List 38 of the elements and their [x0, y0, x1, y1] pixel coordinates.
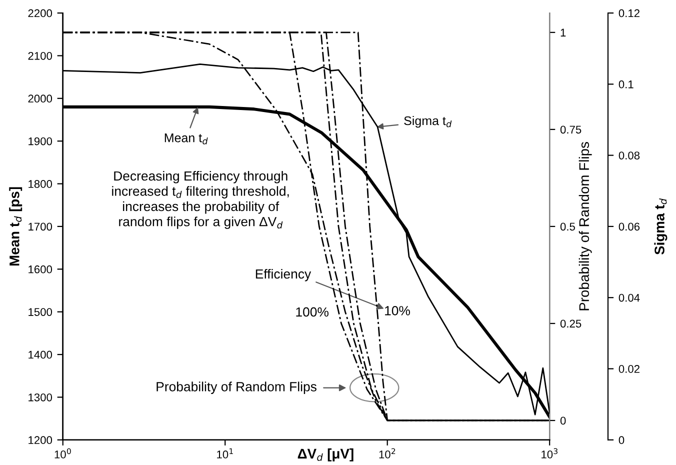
x-tick-label: 10$^{0}$: [54, 448, 71, 458]
y-tick-label: 1600: [28, 265, 52, 274]
y2-axis-title: Probability of Random Flips: [578, 142, 592, 310]
y3-tick-label: 0.08: [618, 152, 640, 160]
y3-tick-label: 0.12: [618, 9, 640, 18]
annotation: Mean t$_{d}$: [164, 134, 208, 144]
y2-tick-label: 1: [560, 28, 566, 36]
y3-tick-label: 0.04: [618, 294, 640, 302]
y3-tick-label: 0.06: [618, 222, 640, 231]
annotation: Decreasing Efficiency through increased t$_{d}$ filtering threshold, increases the probability of random flips for a given ΔV$_{d}$: [112, 170, 289, 229]
y2-tick-label: 0.25: [560, 320, 582, 328]
y3-tick-label: 0.02: [618, 365, 640, 373]
x-tick-label: 10$^{1}$: [217, 448, 233, 458]
y-tick-label: 1300: [28, 393, 52, 402]
annotation: 10%: [385, 306, 410, 316]
y2-tick-label: 0: [560, 416, 566, 425]
x-axis-title: ΔV$_{d}$ [μV]: [298, 448, 354, 462]
y3-axis-title: Sigma t$_{d}$: [654, 198, 668, 255]
y-tick-label: 1700: [28, 222, 52, 231]
y-tick-label: 1900: [28, 137, 52, 146]
x-tick-label: 10$^{3}$: [542, 448, 558, 458]
y3-tick-label: 0.1: [618, 80, 634, 88]
annotation: Probability of Random Flips: [156, 382, 316, 394]
y2-tick-label: 0.75: [560, 126, 582, 134]
y-tick-label: 1800: [28, 180, 52, 188]
y-tick-label: 1200: [28, 436, 52, 444]
y2-tick-label: 0.5: [560, 222, 575, 231]
annotation: 100%: [296, 307, 328, 317]
annotation: Sigma t$_{d}$: [404, 116, 452, 128]
annotation: Efficiency: [256, 268, 312, 282]
y3-tick-label: 0: [618, 436, 624, 444]
y-tick-label: 2100: [28, 52, 52, 60]
y-tick-label: 2000: [28, 94, 52, 103]
x-tick-label: 10$^{2}$: [379, 448, 396, 458]
y-tick-label: 1400: [28, 350, 52, 359]
y-tick-label: 2200: [28, 9, 52, 18]
y-tick-label: 1500: [28, 308, 52, 316]
y-axis-title: Mean t$_{d}$ [ps]: [9, 187, 22, 266]
